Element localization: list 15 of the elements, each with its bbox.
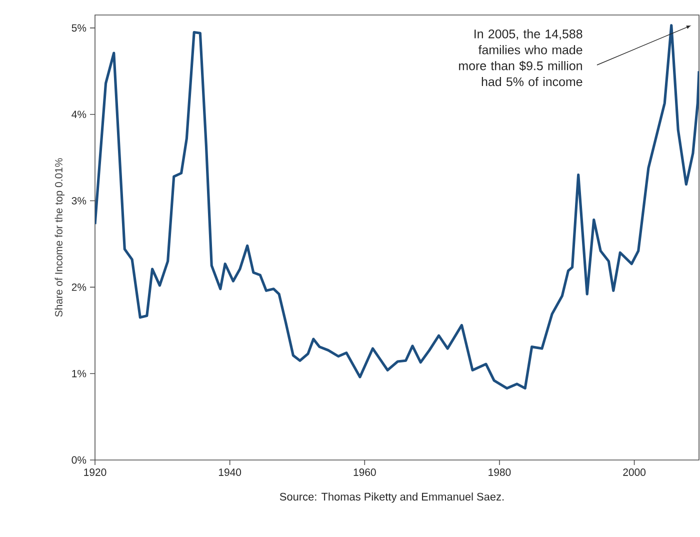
x-tick-label: 1980 [488, 468, 511, 476]
x-tick-label: 1960 [354, 468, 376, 476]
x-tick-label: 2000 [623, 468, 646, 476]
y-tick-label: 3% [72, 197, 86, 204]
y-tick-label: 1% [72, 370, 86, 378]
y-tick-label: 5% [72, 24, 86, 32]
source-note: Source: Thomas Piketty and Emmanuel Saez. [280, 492, 504, 503]
y-tick-label: 0% [72, 456, 86, 464]
line-series [95, 24, 700, 390]
y-tick-label: 2% [72, 284, 86, 291]
x-tick-label: 1940 [218, 468, 242, 476]
x-tick-label: 1920 [84, 468, 106, 476]
y-tick-label: 4% [72, 110, 86, 118]
annotation: In 2005, the 14,588 families who made more than $9.5 million had 5% of income [459, 29, 582, 86]
y-axis-title: Share of Income for the top 0.01% [54, 158, 65, 317]
